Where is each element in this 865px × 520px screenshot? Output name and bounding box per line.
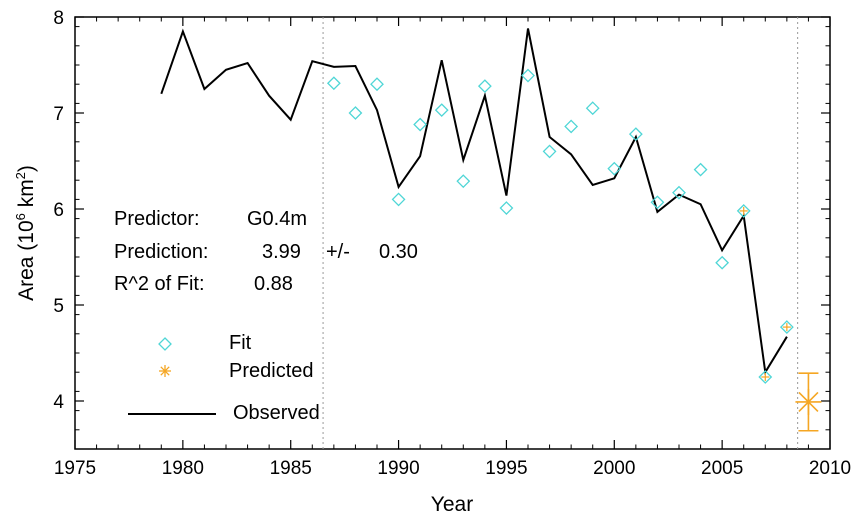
fit-diamond: [499, 201, 514, 215]
fit-point: [413, 117, 428, 132]
fit-diamond: [736, 204, 751, 218]
y-axis-title: Area (106 km2): [13, 165, 38, 301]
y-tick-label: 8: [53, 8, 64, 29]
fit-diamond: [456, 174, 471, 189]
y-tick-label: 7: [53, 104, 64, 125]
axis-ticks: 1975 1980 1985 1990 1995 2000 2005 2010 4 5 6 7 8: [53, 8, 851, 479]
fit-diamond: [779, 320, 794, 334]
fit-diamond: [413, 117, 428, 132]
fit-point: [779, 320, 794, 334]
fit-point: [736, 204, 751, 218]
x-axis-title: Year: [431, 493, 473, 516]
y-tick-label: 4: [53, 392, 64, 413]
legend-predicted-label: Predicted: [229, 360, 314, 382]
observed-line: [160, 28, 788, 376]
fit-diamond: [477, 79, 492, 94]
x-tick-label: 1995: [485, 458, 527, 479]
predictor-label: Predictor:: [114, 208, 200, 230]
fit-diamond: [628, 127, 643, 142]
legend-predicted-asterisk-icon: [159, 365, 171, 377]
predicted-point: [795, 372, 822, 432]
fit-diamond: [672, 185, 686, 200]
fit-point: [715, 255, 730, 270]
fit-diamond: [326, 76, 341, 91]
x-tick-label: 1975: [54, 458, 96, 479]
legend: Fit Predicted Observed: [128, 332, 320, 424]
fit-point: [477, 79, 492, 94]
fit-diamond: [564, 119, 579, 134]
fit-point: [628, 127, 643, 142]
x-tick-label: 1985: [270, 458, 312, 479]
predicted-asterisk: [798, 391, 819, 413]
prediction-error: 0.30: [379, 241, 418, 263]
x-tick-label: 1990: [377, 458, 419, 479]
fit-diamond: [715, 255, 730, 270]
fit-info: Predictor: G0.4m Prediction: 3.99 +/- 0.…: [114, 208, 418, 295]
r2-value: 0.88: [254, 273, 293, 295]
fit-point: [434, 103, 449, 118]
fit-point: [370, 77, 384, 92]
fit-point: [348, 106, 363, 120]
fit-diamond: [650, 195, 665, 210]
fit-diamond: [607, 161, 622, 176]
fit-diamond: [585, 101, 600, 116]
y-tick-label: 6: [53, 200, 64, 221]
x-tick-label: 2000: [593, 458, 635, 479]
legend-fit-diamond-icon: [158, 337, 172, 351]
y-tick-label: 5: [53, 296, 64, 317]
fit-diamond: [434, 103, 449, 118]
legend-fit-label: Fit: [229, 332, 252, 354]
fit-diamond: [348, 106, 363, 120]
prediction-value: 3.99: [262, 241, 301, 263]
x-tick-label: 1980: [162, 458, 204, 479]
fit-diamond: [521, 68, 535, 83]
fit-point: [564, 119, 579, 134]
fit-point: [758, 370, 773, 384]
plot-frame: [74, 16, 831, 450]
r2-label: R^2 of Fit:: [114, 273, 205, 295]
fit-point: [672, 185, 686, 200]
fit-point: [585, 101, 600, 116]
fit-point: [499, 201, 514, 215]
reference-lines: [322, 17, 799, 449]
fit-point: [650, 195, 665, 210]
predictor-value: G0.4m: [247, 208, 307, 230]
prediction-label: Prediction:: [114, 241, 209, 263]
fit-point: [542, 144, 557, 159]
fit-point: [391, 192, 406, 207]
fit-point: [607, 161, 622, 176]
fit-diamond: [370, 77, 384, 92]
fit-diamond: [693, 162, 708, 177]
x-tick-label: 2010: [809, 458, 851, 479]
fit-point: [521, 68, 535, 83]
fit-point: [456, 174, 471, 189]
legend-observed-label: Observed: [233, 402, 320, 424]
prediction-pm: +/-: [326, 241, 350, 263]
fit-point: [326, 76, 341, 91]
fit-diamond: [391, 192, 406, 207]
fit-point: [693, 162, 708, 177]
series-layer: [160, 28, 822, 432]
x-tick-label: 2005: [701, 458, 743, 479]
fit-diamond: [542, 144, 557, 159]
fit-diamond: [758, 370, 773, 384]
